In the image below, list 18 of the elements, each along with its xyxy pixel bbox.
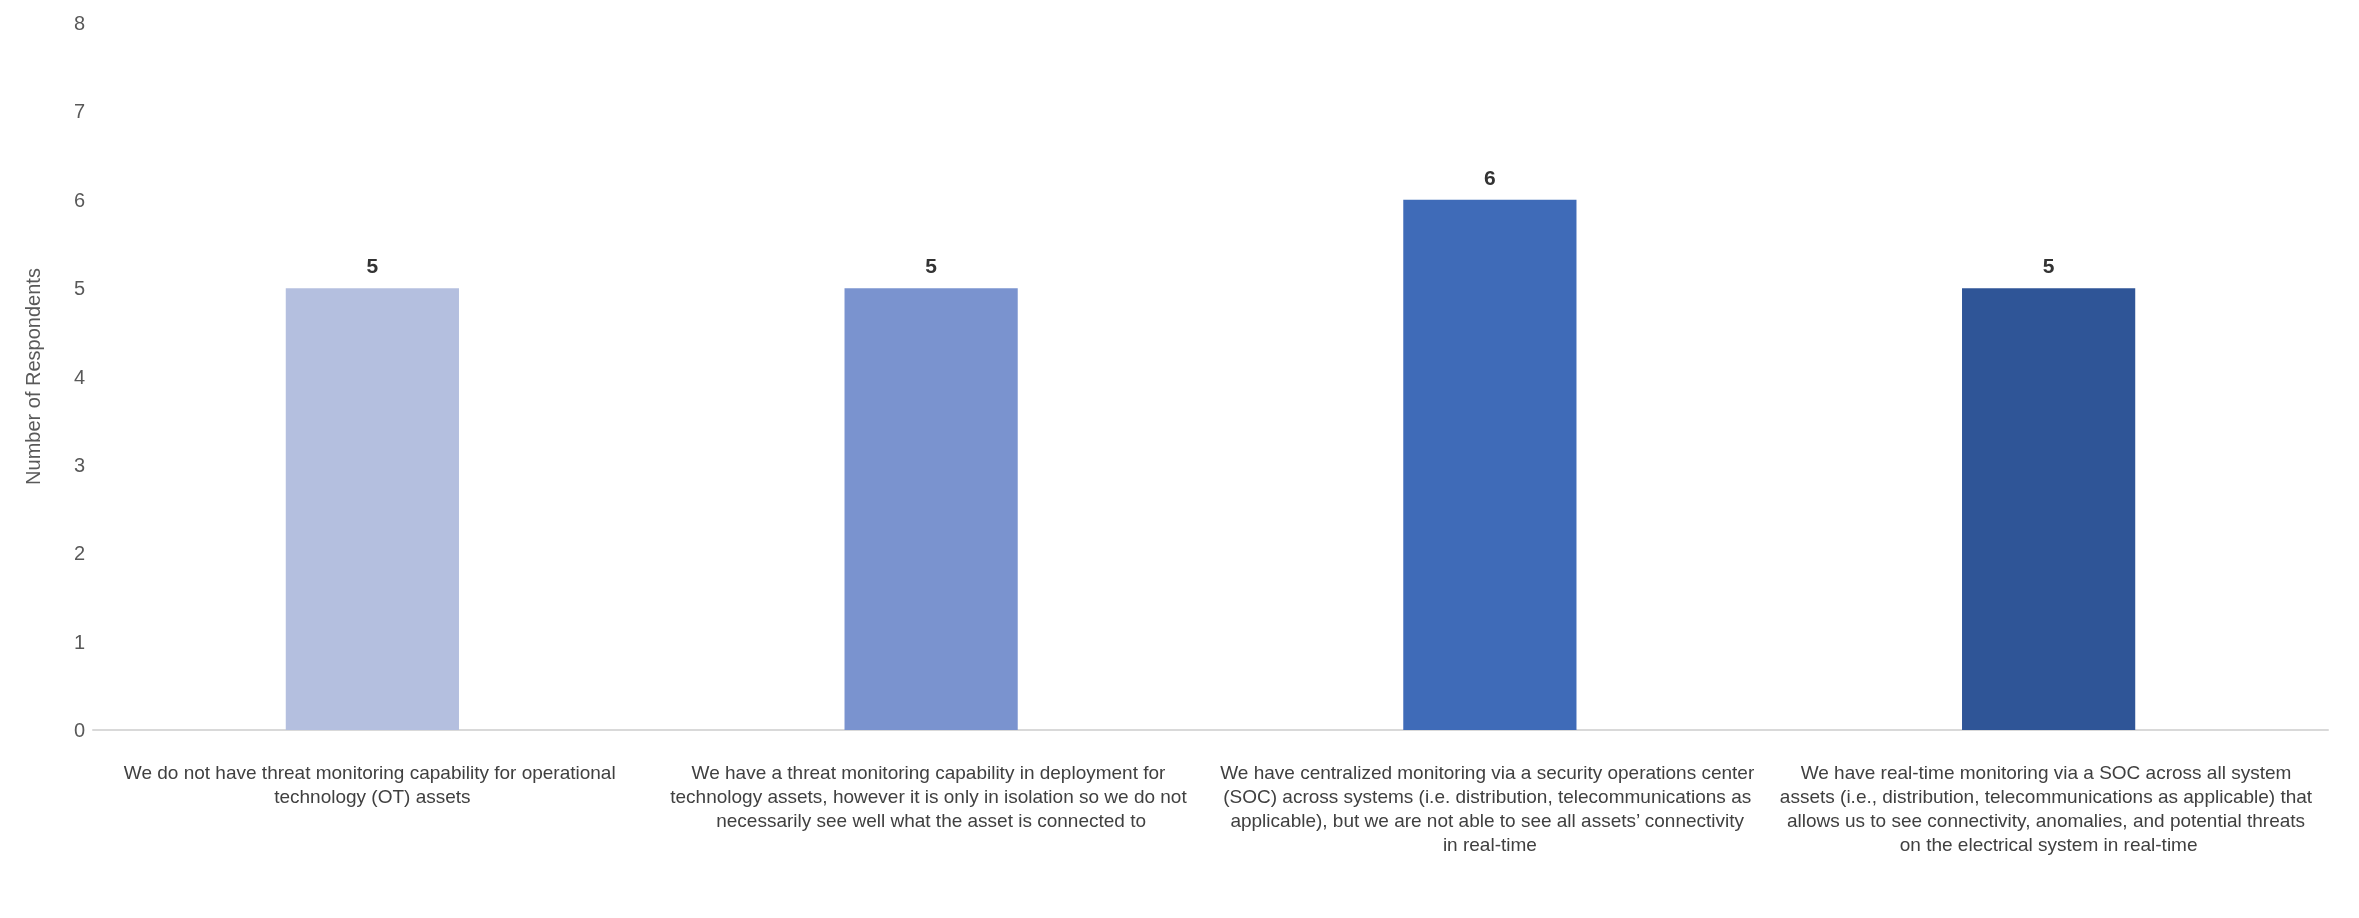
y-tick-label: 6 [73,188,85,211]
x-tick-label: We have centralized monitoring via a security operations center (SOC) across systems (i.e. distribution, telecommunications as applicable), but we are not able to see all assets’ connectivity in real-time [1220,761,1760,855]
x-tick-label: We do not have threat monitoring capability for operational technology (OT) assets [123,761,621,807]
x-tick-label: We have real-time monitoring via a SOC across all system assets (i.e., distribution, telecommunications as applicable) that allows us to see connectivity, anomalies, and potential threats on the electrical system in real-time [1779,761,2318,855]
data-label: 5 [366,254,379,278]
y-tick-label: 7 [73,100,85,123]
data-label: 6 [1484,165,1496,189]
y-axis-title: Number of Respondents [22,268,44,485]
data-label: 5 [2042,254,2055,278]
y-tick-label: 3 [73,453,85,476]
y-tick-label: 5 [73,277,85,300]
y-tick-label: 1 [73,630,85,653]
data-label: 5 [925,254,938,278]
y-tick-label: 8 [73,12,85,34]
y-tick-label: 4 [73,365,85,388]
y-tick-label: 2 [73,542,85,565]
x-tick-label: We have a threat monitoring capability in deployment for technology assets, however it is only in isolation so we do not necessarily see well what the asset is connected to [670,761,1192,831]
y-tick-label: 0 [73,719,85,741]
